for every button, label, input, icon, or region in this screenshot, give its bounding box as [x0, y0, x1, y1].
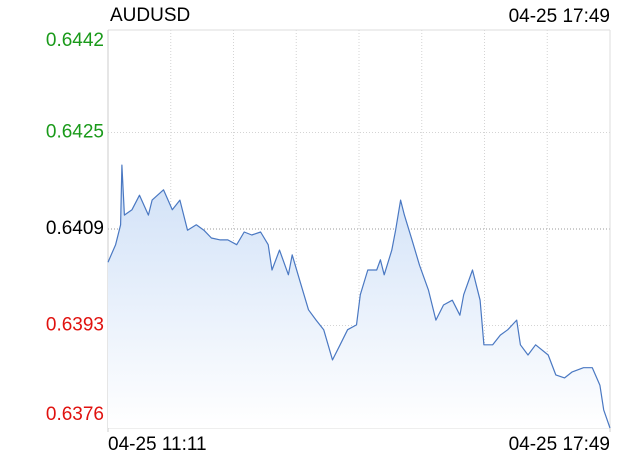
price-line — [107, 164, 611, 429]
y-tick-label: 0.6393 — [46, 315, 104, 336]
x-tick-label: 04-25 17:49 — [509, 434, 610, 455]
area — [108, 165, 610, 428]
y-tick-label: 0.6442 — [46, 30, 104, 51]
x-tick-label: 04-25 11:11 — [108, 434, 207, 455]
y-tick-label: 0.6409 — [46, 218, 104, 239]
timestamp: 04-25 17:49 — [509, 6, 610, 27]
y-tick-label: 0.6425 — [46, 122, 104, 143]
y-tick-label: 0.6376 — [46, 404, 104, 425]
chart-title: AUDUSD — [110, 5, 190, 26]
